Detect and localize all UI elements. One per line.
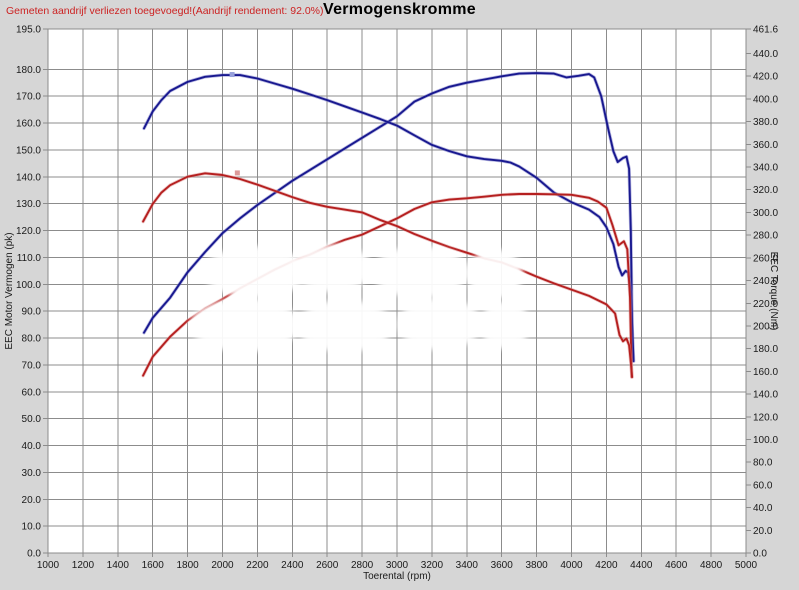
svg-text:340.0: 340.0 <box>753 163 778 174</box>
svg-text:100.0: 100.0 <box>753 435 778 446</box>
svg-text:320.0: 320.0 <box>753 185 778 196</box>
svg-text:140.0: 140.0 <box>16 172 41 183</box>
svg-text:3400: 3400 <box>456 560 479 571</box>
svg-text:1200: 1200 <box>72 560 95 571</box>
svg-text:3000: 3000 <box>386 560 409 571</box>
svg-text:140.0: 140.0 <box>753 390 778 401</box>
svg-text:2800: 2800 <box>351 560 374 571</box>
svg-text:4200: 4200 <box>595 560 618 571</box>
svg-text:2000: 2000 <box>211 560 234 571</box>
svg-text:170.0: 170.0 <box>16 92 41 103</box>
svg-text:120.0: 120.0 <box>753 412 778 423</box>
svg-text:20.0: 20.0 <box>753 526 773 537</box>
svg-text:1400: 1400 <box>107 560 130 571</box>
svg-text:120.0: 120.0 <box>16 226 41 237</box>
svg-text:1600: 1600 <box>142 560 165 571</box>
svg-text:30.0: 30.0 <box>22 468 42 479</box>
left-axis-label: EEC Motor Vermogen (pk) <box>4 232 15 349</box>
watermark <box>190 244 530 352</box>
svg-text:195.0: 195.0 <box>16 25 41 36</box>
svg-text:160.0: 160.0 <box>16 119 41 130</box>
svg-text:300.0: 300.0 <box>753 208 778 219</box>
svg-text:70.0: 70.0 <box>22 360 42 371</box>
svg-text:440.0: 440.0 <box>753 49 778 60</box>
svg-text:2600: 2600 <box>316 560 339 571</box>
svg-text:40.0: 40.0 <box>22 441 42 452</box>
svg-text:0.0: 0.0 <box>27 549 41 560</box>
svg-text:20.0: 20.0 <box>22 495 42 506</box>
right-axis-label: EEC Torque (Nm) <box>768 252 779 331</box>
svg-text:10.0: 10.0 <box>22 522 42 533</box>
svg-text:420.0: 420.0 <box>753 72 778 83</box>
svg-text:3800: 3800 <box>525 560 548 571</box>
svg-text:5000: 5000 <box>735 560 758 571</box>
svg-text:4800: 4800 <box>700 560 723 571</box>
svg-text:40.0: 40.0 <box>753 503 773 514</box>
svg-text:150.0: 150.0 <box>16 145 41 156</box>
svg-text:100.0: 100.0 <box>16 280 41 291</box>
svg-text:360.0: 360.0 <box>753 140 778 151</box>
svg-text:3200: 3200 <box>421 560 444 571</box>
svg-text:2200: 2200 <box>246 560 269 571</box>
svg-text:400.0: 400.0 <box>753 94 778 105</box>
svg-text:110.0: 110.0 <box>17 253 42 264</box>
curve-run1-torque-nm <box>143 74 635 363</box>
drivetrain-loss-note: Gemeten aandrijf verliezen toegevoegd!(A… <box>6 5 324 17</box>
svg-text:90.0: 90.0 <box>22 307 42 318</box>
svg-text:0.0: 0.0 <box>753 549 767 560</box>
svg-text:4000: 4000 <box>560 560 583 571</box>
svg-text:200.0: 200.0 <box>753 321 778 332</box>
point-marker <box>229 72 235 78</box>
svg-text:180.0: 180.0 <box>16 65 41 76</box>
chart-title: Vermogenskromme <box>322 1 476 18</box>
x-axis-label: Toerental (rpm) <box>363 571 431 582</box>
svg-text:180.0: 180.0 <box>753 344 778 355</box>
svg-text:80.0: 80.0 <box>22 334 42 345</box>
svg-text:1800: 1800 <box>176 560 199 571</box>
svg-text:3600: 3600 <box>491 560 514 571</box>
svg-text:220.0: 220.0 <box>753 299 778 310</box>
svg-text:50.0: 50.0 <box>22 414 42 425</box>
svg-text:240.0: 240.0 <box>753 276 778 287</box>
svg-text:1000: 1000 <box>37 560 60 571</box>
curve-run1-power-pk <box>143 72 634 362</box>
svg-text:80.0: 80.0 <box>753 458 773 469</box>
svg-text:260.0: 260.0 <box>753 253 778 264</box>
svg-text:160.0: 160.0 <box>753 367 778 378</box>
svg-text:4600: 4600 <box>665 560 688 571</box>
svg-text:280.0: 280.0 <box>753 231 778 242</box>
svg-text:380.0: 380.0 <box>753 117 778 128</box>
svg-text:4400: 4400 <box>630 560 653 571</box>
svg-text:461.6: 461.6 <box>753 25 778 36</box>
curve-run2-torque-nm <box>142 172 634 378</box>
svg-text:60.0: 60.0 <box>22 387 42 398</box>
svg-text:2400: 2400 <box>281 560 304 571</box>
point-marker <box>234 170 240 176</box>
svg-text:60.0: 60.0 <box>753 480 773 491</box>
svg-text:130.0: 130.0 <box>16 199 41 210</box>
